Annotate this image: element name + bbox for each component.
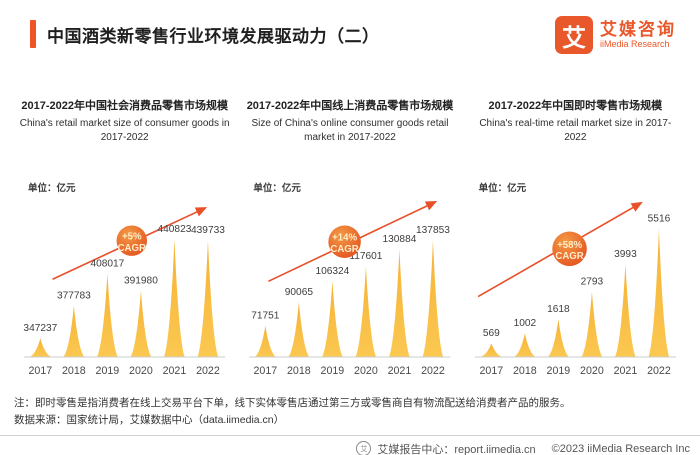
bar-spike: [30, 338, 51, 357]
cagr-badge: [116, 225, 148, 256]
cagr-label: CAGR: [118, 243, 146, 254]
chart-title-zh: 2017-2022年中国社会消费品零售市场规模: [21, 100, 228, 112]
chart-title-en: Size of China's online consumer goods re…: [251, 117, 449, 144]
x-tick-label: 2020: [580, 365, 604, 377]
title-block: 中国酒类新零售行业环境发展驱动力（二）: [30, 20, 380, 48]
value-label: 569: [483, 328, 500, 339]
copyright-text: ©2023 iiMedia Research Inc: [551, 442, 690, 455]
x-tick-label: 2019: [321, 365, 345, 377]
value-label: 377783: [57, 291, 91, 302]
x-tick-label: 2018: [513, 365, 537, 377]
cagr-rate: +5%: [122, 232, 142, 243]
bar-spike: [289, 301, 310, 357]
value-label: 347237: [23, 323, 57, 334]
x-tick-label: 2017: [28, 365, 52, 377]
logo-name-zh: 艾媒咨询: [600, 19, 676, 39]
chart-title-en: China's retail market size of consumer g…: [19, 117, 230, 144]
note-line: 注：即时零售是指消费者在线上交易平台下单，线下实体零售店通过第三方或零售商自有物…: [14, 396, 571, 409]
iimedia-logo: 艾 艾媒咨询 iiMedia Research: [555, 16, 676, 54]
source-line: 数据来源：国家统计局，艾媒数据中心（data.iimedia.cn）: [14, 413, 285, 426]
x-tick-label: 2017: [479, 365, 503, 377]
x-tick-label: 2022: [196, 365, 220, 377]
x-tick-label: 2021: [163, 365, 187, 377]
bar-spike: [648, 228, 669, 357]
x-tick-label: 2018: [62, 365, 86, 377]
value-label: 106324: [316, 266, 350, 277]
value-label: 5516: [647, 214, 670, 225]
x-tick-label: 2022: [421, 365, 445, 377]
logo-name-en: iiMedia Research: [600, 39, 670, 50]
value-label: 408017: [90, 259, 124, 270]
chart-title-block: 2017-2022年中国社会消费品零售市场规模 China's retail m…: [18, 98, 231, 156]
cagr-label: CAGR: [555, 251, 583, 262]
cagr-label: CAGR: [331, 244, 359, 255]
page-title: 中国酒类新零售行业环境发展驱动力（二）: [47, 26, 380, 46]
bar-spike: [480, 343, 502, 357]
bar-spike: [164, 239, 185, 357]
spike-chart-svg: 347237 2017 377783 2018 408017 2019 391980 2020…: [23, 207, 225, 377]
value-label: 439733: [191, 225, 225, 236]
bar-spike: [322, 280, 343, 357]
report-center-icon: 艾: [356, 441, 372, 455]
footer-bar: 艾 艾媒报告中心：report.iimedia.cn ©2023 iiMedia…: [0, 434, 700, 455]
cagr-badge: [328, 225, 362, 258]
bar-spike: [197, 240, 219, 357]
unit-label: 单位：亿元: [478, 183, 527, 194]
spike-chart-svg: 71751 2017 90065 2018 106324 2019 117601 2020 13…: [249, 201, 451, 377]
value-label: 1618: [547, 304, 570, 315]
charts-row: 2017-2022年中国社会消费品零售市场规模 China's retail m…: [0, 98, 700, 387]
x-tick-label: 2021: [388, 365, 412, 377]
x-tick-label: 2019: [546, 365, 570, 377]
value-label: 2793: [580, 277, 603, 288]
value-label: 90065: [285, 287, 314, 298]
cagr-badge: [551, 231, 587, 267]
value-label: 3993: [614, 249, 637, 260]
bar-spike: [614, 263, 636, 357]
chart-title-zh: 2017-2022年中国即时零售市场规模: [488, 100, 663, 112]
bar-spike: [255, 325, 276, 357]
title-accent-bar: [30, 20, 36, 48]
iimedia-logo-text: 艾媒咨询 iiMedia Research: [600, 20, 676, 50]
chart-title-block: 2017-2022年中国线上消费品零售市场规模 Size of China's …: [243, 98, 456, 156]
bar-spike: [97, 273, 118, 357]
iimedia-logo-icon: 艾: [555, 16, 593, 54]
header: 中国酒类新零售行业环境发展驱动力（二） 艾 艾媒咨询 iiMedia Resea…: [0, 0, 700, 54]
bar-spike: [356, 266, 377, 357]
unit-label: 单位：亿元: [253, 183, 301, 194]
spike-chart-svg: 569 2017 1002 2018 1618 2019 2793 2020 3993 2021 5…: [474, 201, 676, 377]
value-label: 440823: [158, 224, 192, 235]
x-tick-label: 2021: [613, 365, 637, 377]
cagr-rate: +14%: [332, 233, 357, 244]
cagr-rate: +58%: [557, 240, 582, 251]
x-tick-label: 2020: [354, 365, 378, 377]
value-label: 71751: [252, 311, 281, 322]
value-label: 1002: [513, 318, 536, 329]
chart-title-block: 2017-2022年中国即时零售市场规模 China's real-time r…: [469, 98, 682, 156]
report-center-text: 艾媒报告中心：report.iimedia.cn: [377, 443, 536, 455]
chart-title-zh: 2017-2022年中国线上消费品零售市场规模: [246, 100, 454, 112]
x-tick-label: 2019: [96, 365, 120, 377]
value-label: 130884: [383, 234, 417, 245]
bar-spike: [514, 333, 535, 357]
value-label: 391980: [124, 276, 158, 287]
unit-label: 单位：亿元: [28, 183, 76, 194]
x-tick-label: 2020: [129, 365, 153, 377]
bar-spike: [423, 239, 444, 357]
bar-spike: [581, 291, 602, 357]
value-label: 137853: [416, 225, 450, 236]
x-tick-label: 2017: [254, 365, 278, 377]
x-tick-label: 2022: [647, 365, 671, 377]
bar-spike: [389, 249, 410, 357]
chart-title-en: China's real-time retail market size in …: [479, 117, 672, 144]
chart-online-consumer-goods-retail: 2017-2022年中国线上消费品零售市场规模 Size of China's …: [243, 98, 456, 387]
value-label: 117601: [350, 251, 383, 262]
chart-consumer-goods-retail: 2017-2022年中国社会消费品零售市场规模 China's retail m…: [18, 98, 231, 387]
bar-spike: [547, 319, 569, 357]
chart-realtime-retail: 2017-2022年中国即时零售市场规模 China's real-time r…: [469, 98, 682, 387]
bar-spike: [130, 290, 152, 357]
notes-block: 注：即时零售是指消费者在线上交易平台下单，线下实体零售店通过第三方或零售商自有物…: [0, 395, 700, 429]
bar-spike: [63, 305, 85, 357]
x-tick-label: 2018: [287, 365, 311, 377]
